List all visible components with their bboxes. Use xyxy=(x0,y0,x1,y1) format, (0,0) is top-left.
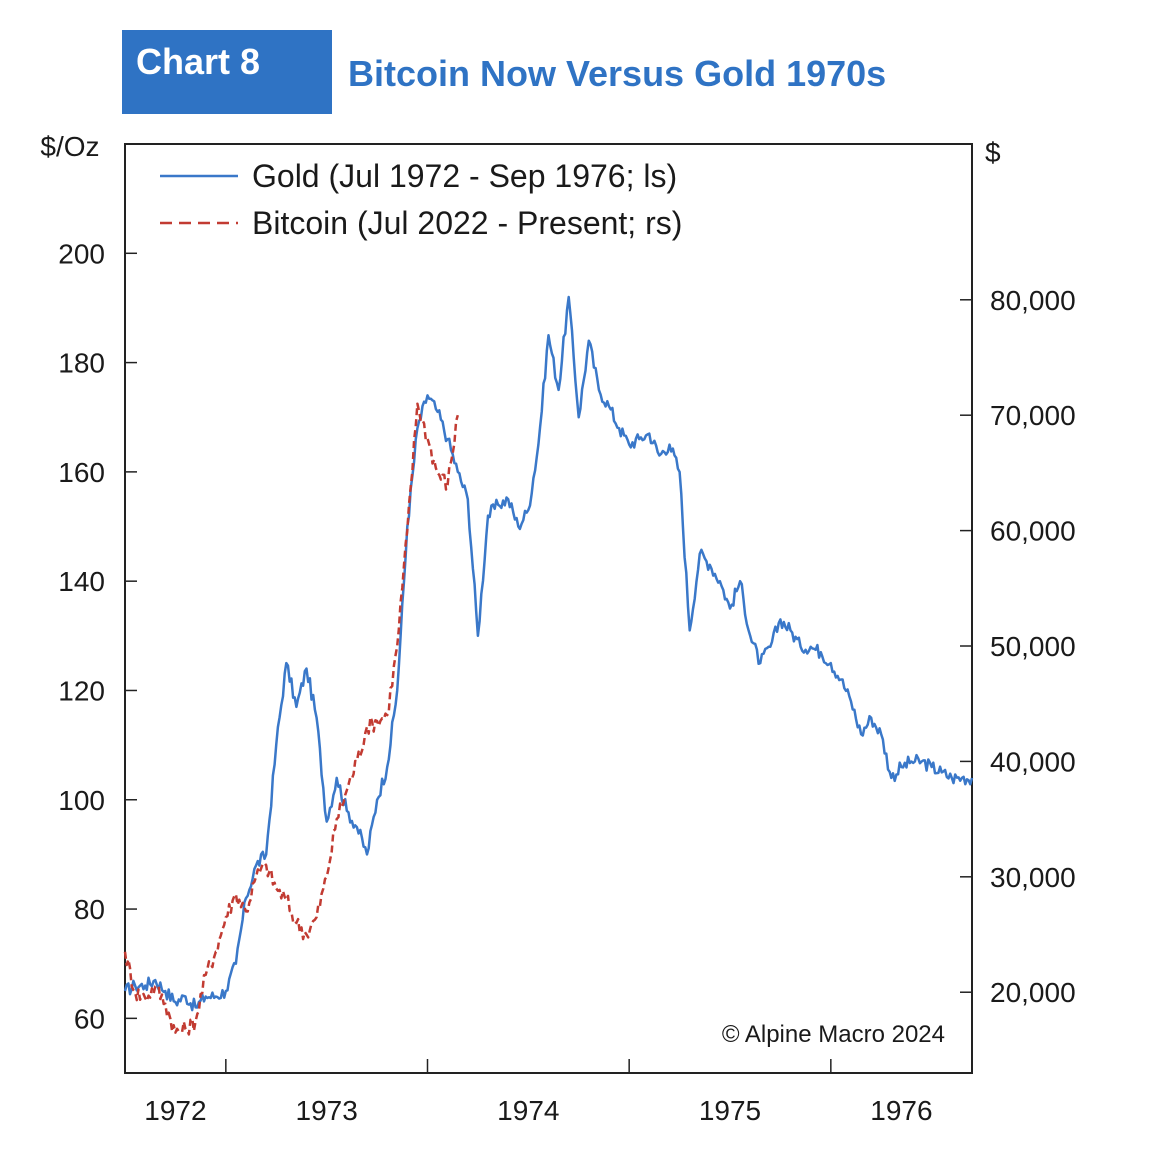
x-tick-label: 1976 xyxy=(870,1095,932,1126)
legend: Gold (Jul 1972 - Sep 1976; ls) Bitcoin (… xyxy=(160,158,682,241)
series-layer xyxy=(123,295,974,1036)
left-y-tick-label: 100 xyxy=(58,785,105,816)
left-y-tick-label: 180 xyxy=(58,348,105,379)
left-y-tick-label: 120 xyxy=(58,675,105,706)
right-y-tick-label: 40,000 xyxy=(990,746,1076,777)
right-y-tick-label: 50,000 xyxy=(990,631,1076,662)
left-axis-unit-label: $/Oz xyxy=(40,131,99,162)
bitcoin-series-line xyxy=(123,402,460,1036)
left-y-axis: 60 80 100 120 140 160 180 200 xyxy=(58,238,137,1034)
left-y-tick-label: 160 xyxy=(58,457,105,488)
chart-number-tag: Chart 8 xyxy=(122,30,332,114)
right-y-axis: 20,000 30,000 40,000 50,000 60,000 70,000 80,0… xyxy=(960,285,1076,1008)
left-y-tick-label: 80 xyxy=(74,894,105,925)
x-tick-label: 1972 xyxy=(144,1095,206,1126)
gold-series-line xyxy=(123,295,974,1012)
x-tick-label: 1974 xyxy=(497,1095,559,1126)
copyright-annotation: © Alpine Macro 2024 xyxy=(722,1021,945,1048)
right-axis-unit-label: $ xyxy=(985,137,1001,168)
left-y-tick-label: 140 xyxy=(58,566,105,597)
chart-title: Bitcoin Now Versus Gold 1970s xyxy=(348,53,887,94)
chart-number-label: Chart 8 xyxy=(136,41,261,82)
legend-label-bitcoin: Bitcoin (Jul 2022 - Present; rs) xyxy=(252,205,682,241)
right-y-tick-label: 70,000 xyxy=(990,400,1076,431)
right-y-tick-label: 60,000 xyxy=(990,516,1076,547)
x-axis: 1972 1973 1974 1975 1976 xyxy=(144,1059,933,1126)
x-tick-label: 1973 xyxy=(296,1095,358,1126)
right-y-tick-label: 20,000 xyxy=(990,977,1076,1008)
left-y-tick-label: 60 xyxy=(74,1003,105,1034)
x-tick-label: 1975 xyxy=(699,1095,761,1126)
legend-label-gold: Gold (Jul 1972 - Sep 1976; ls) xyxy=(252,158,677,194)
right-y-tick-label: 30,000 xyxy=(990,862,1076,893)
right-y-tick-label: 80,000 xyxy=(990,285,1076,316)
left-y-tick-label: 200 xyxy=(58,238,105,269)
plot-frame xyxy=(124,143,973,1074)
